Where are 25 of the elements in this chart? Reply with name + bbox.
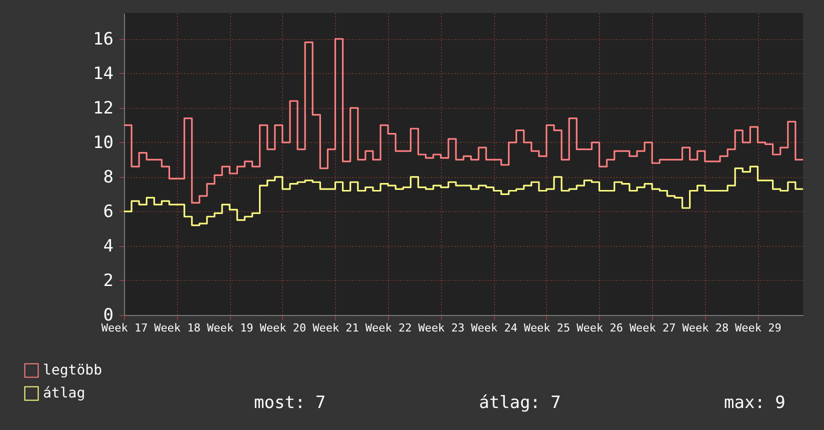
x-tick-label: Week 26 (576, 322, 623, 334)
x-tick-label: Week 25 (524, 322, 570, 334)
x-tick-label: Week 19 (206, 322, 254, 334)
y-tick-label: 2 (103, 270, 114, 291)
x-tick-label: Week 24 (471, 322, 518, 334)
x-tick-label: Week 29 (735, 322, 782, 334)
y-tick-label: 6 (103, 202, 114, 222)
x-tick-label: Week 23 (418, 322, 465, 334)
x-tick-label: Week 21 (312, 322, 359, 334)
x-tick-label: Week 18 (154, 322, 200, 334)
y-tick-label: 16 (93, 29, 114, 50)
x-tick-label: Week 22 (365, 322, 412, 334)
x-tick-label: Week 27 (629, 322, 676, 334)
legend-label: legtöbb (43, 362, 102, 378)
y-tick-label: 12 (93, 98, 114, 118)
y-tick-label: 10 (93, 132, 114, 153)
y-tick-label: 14 (93, 64, 114, 84)
y-tick-label: 4 (103, 236, 114, 256)
y-tick-label: 8 (103, 167, 114, 188)
text: max: 9 (724, 393, 786, 413)
text: átlag: 7 (479, 393, 561, 413)
x-tick-label: Week 20 (260, 322, 306, 334)
legend-label: átlag (43, 386, 86, 402)
text: most: 7 (254, 393, 326, 413)
x-tick-label: Week 28 (682, 322, 729, 334)
